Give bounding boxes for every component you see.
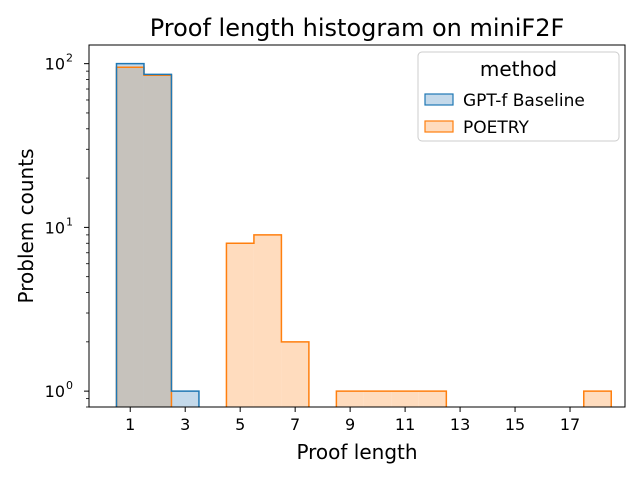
outline-baseline (115, 62, 200, 407)
y-tick-label: 10 (45, 382, 65, 401)
bar-poetry-7 (391, 391, 419, 407)
x-tick-label: 3 (180, 415, 190, 434)
legend-swatch-1 (424, 120, 454, 133)
y-axis-label: Problem counts (14, 149, 38, 304)
x-tick-label: 11 (395, 415, 415, 434)
legend-label-1: POETRY (463, 118, 529, 138)
x-tick-label: 13 (450, 415, 470, 434)
y-tick-label: 10 (45, 218, 65, 237)
legend-box (417, 51, 620, 142)
legend-label-0: GPT-f Baseline (463, 91, 585, 111)
bar-baseline-0 (116, 63, 144, 68)
chart-title: Proof length histogram on miniF2F (150, 14, 565, 42)
bar-poetry-9 (583, 391, 612, 407)
y-tick-exponent: 0 (66, 379, 73, 392)
plot-frame (88, 44, 626, 408)
x-axis-label: Proof length (296, 440, 417, 464)
y-tick-exponent: 2 (66, 52, 73, 65)
bar-overlap-1 (143, 75, 172, 408)
x-tick-label: 15 (505, 415, 525, 434)
bar-poetry-5 (336, 391, 364, 407)
bar-poetry-6 (363, 391, 392, 407)
legend: method GPT-f Baseline POETRY (417, 51, 620, 142)
x-tick-label: 9 (345, 415, 355, 434)
y-tick-label: 10 (45, 55, 65, 74)
legend-swatch-0 (424, 93, 454, 106)
bar-poetry-8 (418, 391, 447, 407)
bar-poetry-4 (281, 341, 309, 407)
x-tick-label: 7 (290, 415, 300, 434)
bar-poetry-2 (226, 243, 254, 407)
x-tick-label: 1 (125, 415, 135, 434)
bar-baseline-2 (171, 391, 199, 407)
legend-title: method (480, 57, 557, 81)
bar-poetry-3 (253, 234, 282, 407)
bars-layer (115, 62, 613, 408)
x-tick-label: 17 (560, 415, 580, 434)
y-tick-exponent: 1 (66, 215, 73, 228)
bar-overlap-0 (116, 67, 144, 407)
x-tick-label: 5 (235, 415, 245, 434)
